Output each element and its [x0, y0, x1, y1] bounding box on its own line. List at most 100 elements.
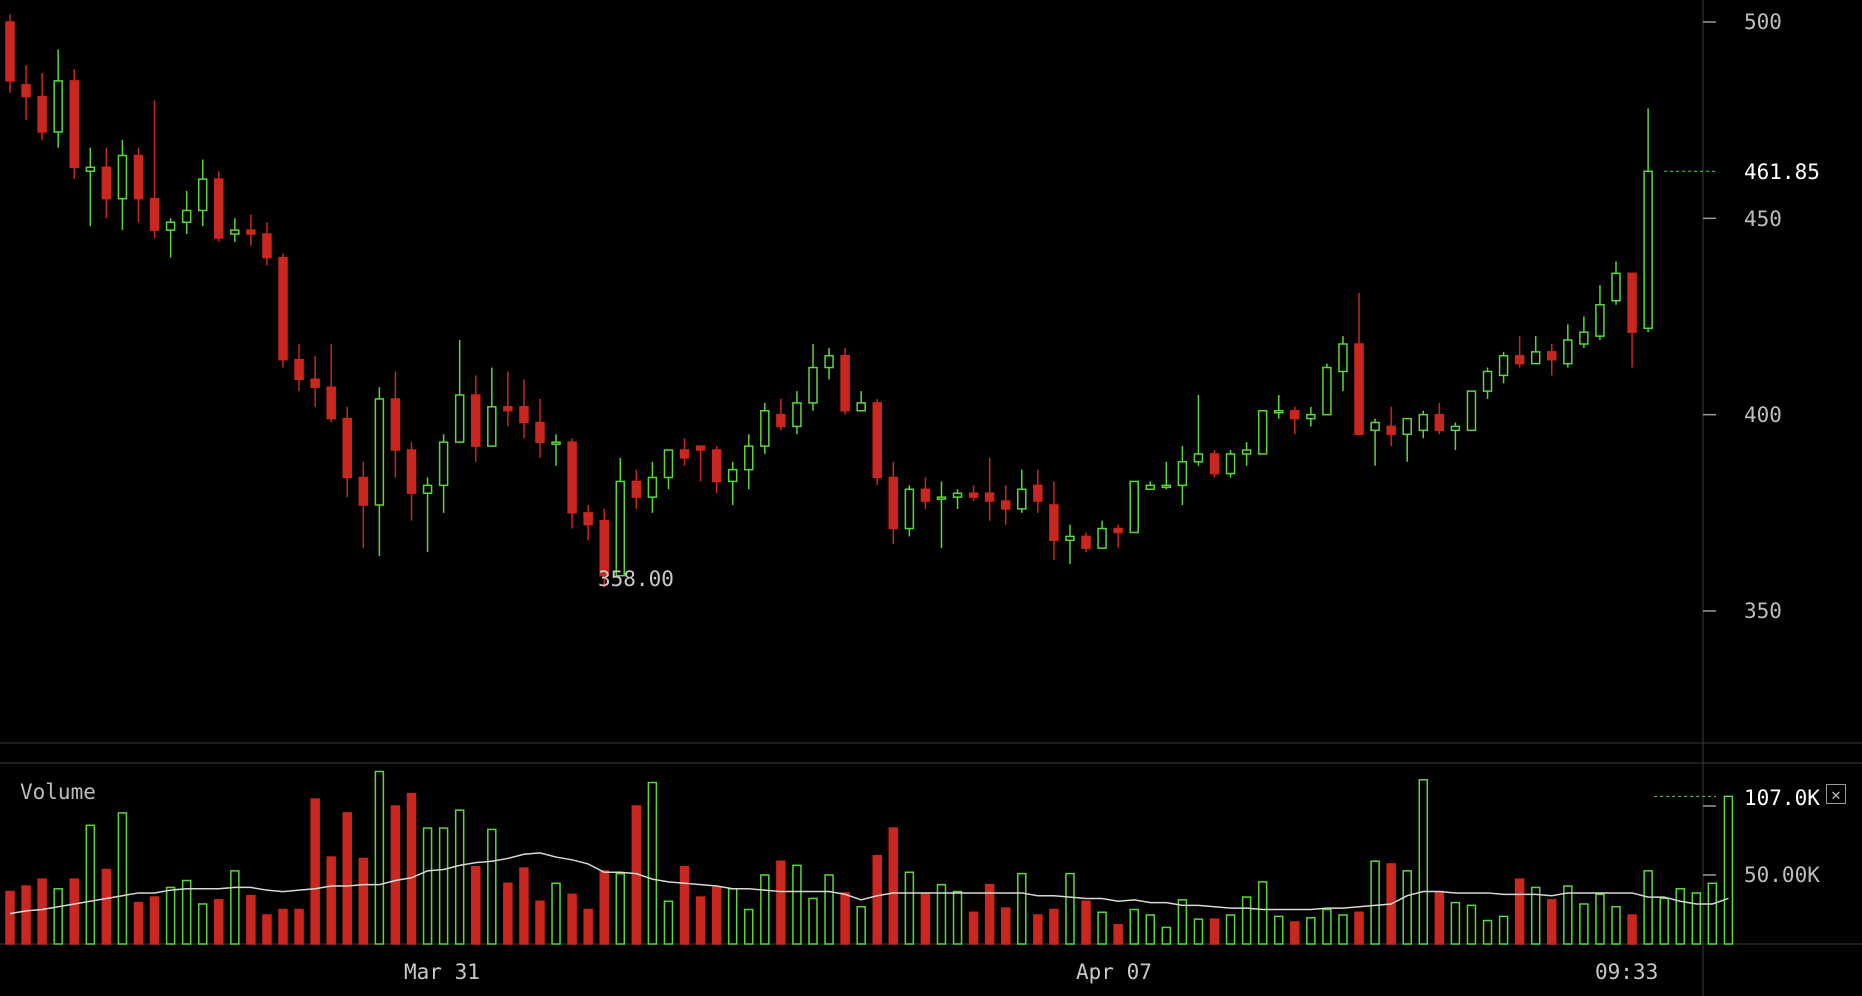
volume-bar [358, 857, 369, 945]
volume-bar [230, 870, 240, 945]
close-icon[interactable]: ✕ [1826, 784, 1846, 804]
candle-body [1370, 421, 1380, 432]
volume-bar [1402, 870, 1412, 945]
candle-body [294, 358, 304, 381]
candle-body [1097, 527, 1107, 549]
price-tick-400: 400 [1744, 403, 1782, 427]
candle-body [663, 449, 674, 479]
volume-bar [21, 885, 31, 945]
volume-bar [1033, 914, 1043, 945]
volume-bar [1000, 907, 1011, 945]
volume-bar [503, 882, 513, 945]
candle-body [1193, 453, 1204, 463]
candle-body [872, 402, 882, 479]
volume-bar [1017, 872, 1027, 945]
volume-bar [470, 865, 481, 945]
candle-body [1643, 170, 1653, 330]
volume-bar [422, 827, 433, 945]
volume-bar [1563, 885, 1573, 945]
candle-body [37, 95, 47, 133]
candle-body [888, 476, 899, 530]
volume-bar [727, 888, 738, 945]
volume-bar [1306, 917, 1316, 945]
volume-bar [567, 893, 577, 945]
volume-bar [117, 812, 128, 945]
volume-bar [262, 914, 272, 945]
volume-bar [53, 888, 63, 945]
candle-body [744, 445, 754, 471]
volume-bar [1530, 886, 1541, 945]
volume-bar [1450, 901, 1461, 945]
candle-body [647, 476, 658, 498]
volume-bar [181, 879, 192, 945]
candle-body [1498, 355, 1509, 377]
candle-body [1402, 417, 1412, 436]
candle-body [1113, 527, 1123, 534]
time-label-now: 09:33 [1595, 960, 1659, 984]
candle-body [920, 488, 931, 502]
volume-bar [792, 864, 802, 945]
volume-bar [487, 828, 497, 945]
candle-body [470, 394, 481, 447]
volume-bar [535, 900, 545, 945]
volume-bar [1290, 921, 1300, 945]
volume-bar [1547, 899, 1557, 945]
volume-bar [1129, 908, 1139, 945]
volume-bar [808, 897, 818, 945]
candle-body [1290, 409, 1300, 420]
candle-body [1145, 484, 1156, 491]
volume-bar [1643, 870, 1653, 945]
price-tick-350: 350 [1744, 599, 1782, 623]
volume-bar [69, 878, 79, 945]
candle-body [679, 449, 690, 459]
volume-bar [1707, 882, 1718, 945]
candle-body [1418, 413, 1429, 432]
volume-bar [5, 890, 15, 945]
time-label-apr07: Apr 07 [1076, 960, 1152, 984]
volume-bar [1514, 878, 1525, 945]
volume-bar [1723, 795, 1734, 945]
candle-body [1466, 390, 1477, 432]
volume-bar [1145, 914, 1156, 945]
volume-bar [133, 901, 144, 945]
candle-body [1482, 370, 1493, 392]
volume-bar [519, 867, 529, 945]
volume-bar [840, 892, 850, 945]
candle-body [422, 484, 433, 494]
candle-body [1514, 355, 1525, 365]
volume-bar [1193, 918, 1204, 945]
volume-bar [310, 798, 320, 945]
candle-body [1225, 453, 1236, 475]
candle-body [984, 492, 995, 502]
candle-body [165, 221, 176, 231]
candle-body [1579, 331, 1589, 345]
volume-bar [1691, 892, 1702, 945]
candle-body [69, 80, 79, 169]
candle-body [1209, 453, 1220, 475]
candle-body [197, 178, 208, 212]
candle-body [326, 386, 336, 420]
candle-body [117, 154, 128, 200]
volume-bar [647, 781, 658, 945]
volume-bar [872, 854, 882, 945]
volume-bar [1338, 914, 1348, 945]
volume-bar [551, 882, 561, 945]
candle-body [358, 476, 369, 506]
candle-body [760, 409, 770, 447]
volume-bar [1097, 911, 1107, 945]
candle-body [1161, 484, 1172, 489]
volume-bar [1659, 897, 1669, 945]
candle-body [1595, 303, 1605, 337]
candle-body [1354, 343, 1364, 436]
volume-bar [1225, 914, 1236, 945]
price-tick-450: 450 [1744, 207, 1782, 231]
candle-body [567, 441, 577, 514]
volume-bar [760, 874, 770, 945]
volume-bar [824, 874, 834, 945]
candle-body [1627, 272, 1637, 333]
volume-bar [1482, 919, 1493, 945]
candle-body [583, 512, 593, 526]
candle-body [727, 468, 738, 483]
volume-bar [1177, 899, 1188, 945]
